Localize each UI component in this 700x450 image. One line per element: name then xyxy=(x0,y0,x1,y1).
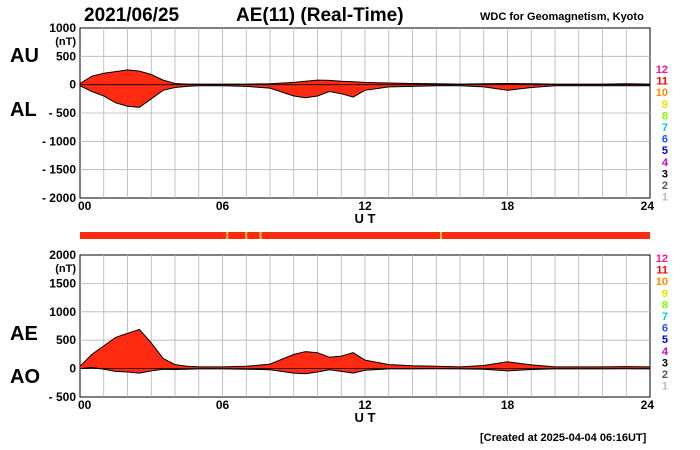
station-index-2: 2 xyxy=(662,369,668,381)
y-tick-label: 2000 xyxy=(49,248,76,262)
date-title: 2021/06/25 xyxy=(84,5,180,26)
y-tick-label: 0 xyxy=(69,78,76,92)
series-label-al: AL xyxy=(10,99,37,121)
station-index-3: 3 xyxy=(662,168,668,180)
station-index-5: 5 xyxy=(662,145,668,157)
station-index-9: 9 xyxy=(662,288,668,300)
quality-bar-mark xyxy=(440,232,442,239)
y-tick-label: 1500 xyxy=(49,276,76,290)
station-index-4: 4 xyxy=(662,346,669,358)
y-tick-label: - 500 xyxy=(49,390,77,404)
x-tick-label: 18 xyxy=(501,199,515,213)
created-timestamp: [Created at 2025-04-04 06:16UT] xyxy=(480,432,647,444)
x-tick-label: 06 xyxy=(216,398,230,412)
series-line-au xyxy=(79,69,651,85)
station-index-7: 7 xyxy=(662,311,668,323)
station-index-9: 9 xyxy=(662,99,668,111)
station-index-12: 12 xyxy=(656,64,668,76)
series-line-ae xyxy=(79,328,651,368)
x-tick-label: 12 xyxy=(358,398,372,412)
x-tick-label: 12 xyxy=(358,199,372,213)
x-tick-label: 00 xyxy=(78,199,92,213)
area-fill-au-al xyxy=(80,69,650,108)
y-tick-label: 1000 xyxy=(49,305,76,319)
y-tick-label: - 2000 xyxy=(42,191,76,205)
station-index-6: 6 xyxy=(662,323,668,335)
source-credit: WDC for Geomagnetism, Kyoto xyxy=(480,11,644,23)
station-index-5: 5 xyxy=(662,334,668,346)
panel-au-al: 1000 500 0 - 500 - 1000 - 1500 - 2000 (nT) 00 06 1… xyxy=(10,21,669,226)
y-unit-label: (nT) xyxy=(55,263,76,275)
quality-bar xyxy=(80,232,650,239)
y-tick-label: 1000 xyxy=(49,21,76,35)
y-tick-label: - 1000 xyxy=(42,134,76,148)
y-tick-label: - 500 xyxy=(49,106,77,120)
series-label-au: AU xyxy=(10,45,39,67)
series-line-al xyxy=(79,85,650,108)
x-axis-label: U T xyxy=(355,410,376,425)
y-tick-label: 500 xyxy=(56,49,76,63)
x-axis-label: U T xyxy=(355,211,376,226)
quality-bar-mark xyxy=(226,232,229,239)
station-index-1: 1 xyxy=(662,192,668,204)
x-tick-label: 06 xyxy=(216,199,230,213)
station-index-4: 4 xyxy=(662,157,669,169)
series-line-ao xyxy=(79,366,651,375)
station-index-8: 8 xyxy=(662,299,668,311)
x-tick-label: 24 xyxy=(641,199,655,213)
station-index-10: 10 xyxy=(656,87,668,99)
quality-bar-fill xyxy=(80,232,650,239)
station-index-10: 10 xyxy=(656,276,668,288)
station-index-7: 7 xyxy=(662,122,668,134)
chart-title: AE(11) (Real-Time) xyxy=(236,5,404,26)
y-unit-label: (nT) xyxy=(55,36,76,48)
station-index-12: 12 xyxy=(656,253,668,265)
x-tick-label: 18 xyxy=(501,398,515,412)
y-tick-label: 500 xyxy=(56,333,76,347)
x-tick-label: 24 xyxy=(641,398,655,412)
series-label-ae: AE xyxy=(10,323,38,345)
station-index-11: 11 xyxy=(656,265,668,277)
y-tick-label: - 1500 xyxy=(42,163,76,177)
quality-bar-mark xyxy=(259,232,262,239)
station-index-3: 3 xyxy=(662,357,668,369)
quality-bar-mark xyxy=(245,232,248,239)
station-index-8: 8 xyxy=(662,110,668,122)
station-index-1: 1 xyxy=(662,381,668,393)
series-label-ao: AO xyxy=(10,366,40,388)
area-fill-ae-ao xyxy=(80,329,650,374)
station-index-2: 2 xyxy=(662,180,668,192)
x-tick-label: 00 xyxy=(78,398,92,412)
y-tick-label: 0 xyxy=(69,362,76,376)
station-index-6: 6 xyxy=(662,134,668,146)
station-index-11: 11 xyxy=(656,76,668,88)
